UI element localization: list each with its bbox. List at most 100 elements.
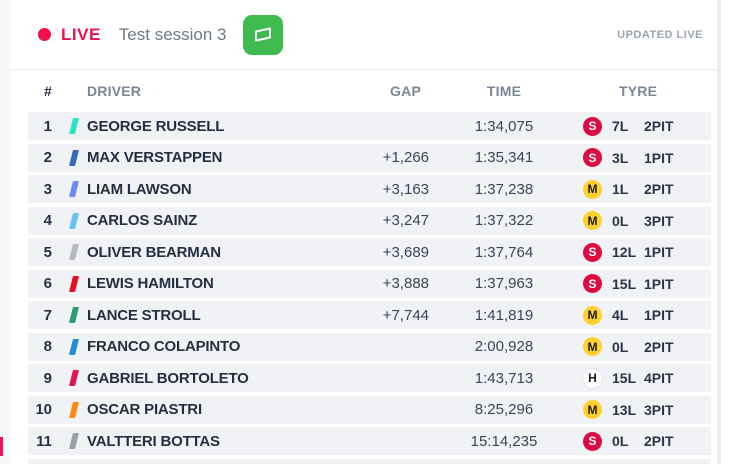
- tyre-compound-badge: S: [583, 116, 602, 136]
- gap-value: +3,247: [382, 212, 429, 229]
- lap-time: 1:37,322: [474, 212, 534, 229]
- lap-time: 8:25,296: [474, 401, 534, 418]
- laps-count: 0L: [612, 338, 629, 355]
- driver-name: MAX VERSTAPPEN: [87, 149, 223, 166]
- driver-row[interactable]: 11 VALTTERI BOTTAS 15:14,235 S 0L 2PIT: [28, 427, 711, 455]
- page-left-gutter: [0, 0, 10, 464]
- team-color-bar-wrap: [60, 181, 79, 197]
- driver-row[interactable]: 2 MAX VERSTAPPEN +1,266 1:35,341 S 3L 1P…: [28, 143, 711, 172]
- driver-name: OLIVER BEARMAN: [87, 243, 221, 261]
- tyre-cell: S 12L 1PIT: [579, 242, 711, 262]
- position-number: 11: [36, 432, 52, 450]
- tyre-compound-badge: M: [583, 211, 602, 230]
- gap-value: +1,266: [382, 149, 429, 166]
- table-column-header: # DRIVER GAP TIME TYRE: [28, 70, 711, 112]
- tyre-cell: S 15L 1PIT: [579, 274, 711, 293]
- driver-row[interactable]: 10 OSCAR PIASTRI 8:25,296 M 13L 3PIT: [28, 395, 711, 424]
- lap-time: 1:41,819: [474, 306, 534, 324]
- pit-count: 3PIT: [644, 401, 674, 418]
- column-header-gap: GAP: [390, 83, 421, 99]
- left-edge-accent: [0, 437, 3, 456]
- pit-count: 1PIT: [644, 149, 674, 166]
- team-color-bar-wrap: [60, 244, 79, 260]
- position-number: 3: [43, 180, 52, 198]
- pit-count: 2PIT: [644, 118, 674, 134]
- column-header-position: #: [44, 83, 52, 99]
- laps-count: 15L: [612, 370, 637, 386]
- lap-time: 1:35,341: [474, 149, 534, 166]
- tyre-cell: S 0L 2PIT: [579, 431, 711, 451]
- lap-time: 1:37,963: [474, 275, 534, 292]
- pit-count: 1PIT: [644, 275, 674, 292]
- driver-name: FRANCO COLAPINTO: [87, 338, 241, 355]
- gap-value: +3,888: [382, 275, 429, 292]
- lap-time: 15:14,235: [470, 432, 538, 450]
- tyre-compound-badge: S: [583, 148, 602, 167]
- lap-time: 1:37,238: [474, 180, 534, 198]
- driver-row[interactable]: 4 CARLOS SAINZ +3,247 1:37,322 M 0L 3PIT: [28, 206, 711, 235]
- laps-count: 0L: [612, 433, 629, 449]
- driver-name: LANCE STROLL: [87, 306, 201, 324]
- laps-count: 12L: [612, 244, 637, 260]
- page-right-gutter: [717, 0, 721, 464]
- live-indicator-dot: [38, 28, 51, 41]
- tyre-cell: M 1L 2PIT: [579, 179, 711, 199]
- tyre-compound-badge: H: [583, 368, 602, 388]
- pit-count: 1PIT: [644, 244, 674, 260]
- driver-row[interactable]: 9 GABRIEL BORTOLETO 1:43,713 H 15L 4PIT: [28, 364, 711, 392]
- position-number: 1: [43, 117, 52, 135]
- position-number: 6: [43, 275, 52, 292]
- team-color-bar-wrap: [60, 370, 79, 386]
- column-header-driver: DRIVER: [87, 83, 142, 99]
- pit-count: 3PIT: [644, 212, 674, 229]
- lap-time: 1:43,713: [474, 369, 534, 387]
- updated-live-label: UPDATED LIVE: [617, 28, 703, 41]
- column-header-tyre: TYRE: [619, 83, 658, 99]
- driver-row[interactable]: 6 LEWIS HAMILTON +3,888 1:37,963 S 15L 1…: [28, 269, 711, 298]
- tyre-compound-badge: M: [583, 400, 602, 419]
- column-header-time: TIME: [486, 83, 522, 99]
- driver-row[interactable]: 1 GEORGE RUSSELL 1:34,075 S 7L 2PIT: [28, 112, 711, 140]
- live-label: LIVE: [61, 24, 101, 44]
- pit-count: 2PIT: [644, 433, 674, 449]
- tyre-cell: S 3L 1PIT: [579, 148, 711, 167]
- team-color-bar-wrap: [60, 433, 79, 449]
- driver-name: LIAM LAWSON: [87, 180, 192, 198]
- tyre-cell: M 4L 1PIT: [579, 305, 711, 325]
- lap-time: 1:37,764: [474, 243, 534, 261]
- lap-time: 1:34,075: [474, 117, 534, 135]
- gap-value: +3,689: [382, 243, 429, 261]
- driver-name: VALTTERI BOTTAS: [87, 432, 220, 450]
- laps-count: 1L: [612, 181, 629, 197]
- position-number: 8: [43, 338, 52, 355]
- pit-count: 2PIT: [644, 338, 674, 355]
- gap-value: +3,163: [382, 180, 429, 198]
- live-timing-card: LIVE Test session 3 UPDATED LIVE # DRIVE…: [10, 0, 717, 464]
- driver-row[interactable]: 7 LANCE STROLL +7,744 1:41,819 M 4L 1PIT: [28, 301, 711, 329]
- laps-count: 0L: [612, 212, 629, 229]
- position-number: 5: [43, 243, 52, 261]
- position-number: 4: [43, 212, 52, 229]
- driver-row[interactable]: 3 LIAM LAWSON +3,163 1:37,238 M 1L 2PIT: [28, 175, 711, 203]
- driver-name: GEORGE RUSSELL: [87, 117, 225, 135]
- driver-row[interactable]: 8 FRANCO COLAPINTO 2:00,928 M 0L 2PIT: [28, 332, 711, 361]
- flag-button[interactable]: [242, 14, 283, 55]
- position-number: 7: [43, 306, 52, 324]
- driver-name: LEWIS HAMILTON: [87, 275, 214, 292]
- card-header: LIVE Test session 3 UPDATED LIVE: [10, 0, 717, 70]
- team-color-bar-wrap: [60, 275, 79, 292]
- driver-row[interactable]: 5 OLIVER BEARMAN +3,689 1:37,764 S 12L 1…: [28, 238, 711, 266]
- tyre-cell: M 0L 3PIT: [579, 211, 711, 230]
- tyre-compound-badge: M: [583, 305, 602, 325]
- driver-name: OSCAR PIASTRI: [87, 401, 202, 418]
- tyre-cell: M 0L 2PIT: [579, 337, 711, 356]
- session-title: Test session 3: [118, 24, 227, 44]
- tyre-compound-badge: S: [583, 431, 602, 451]
- lap-time: 2:00,928: [474, 338, 534, 355]
- tyre-cell: M 13L 3PIT: [579, 400, 711, 419]
- team-color-bar-wrap: [60, 212, 79, 229]
- tyre-compound-badge: S: [583, 242, 602, 262]
- team-color-bar-wrap: [60, 118, 79, 134]
- position-number: 9: [43, 369, 52, 387]
